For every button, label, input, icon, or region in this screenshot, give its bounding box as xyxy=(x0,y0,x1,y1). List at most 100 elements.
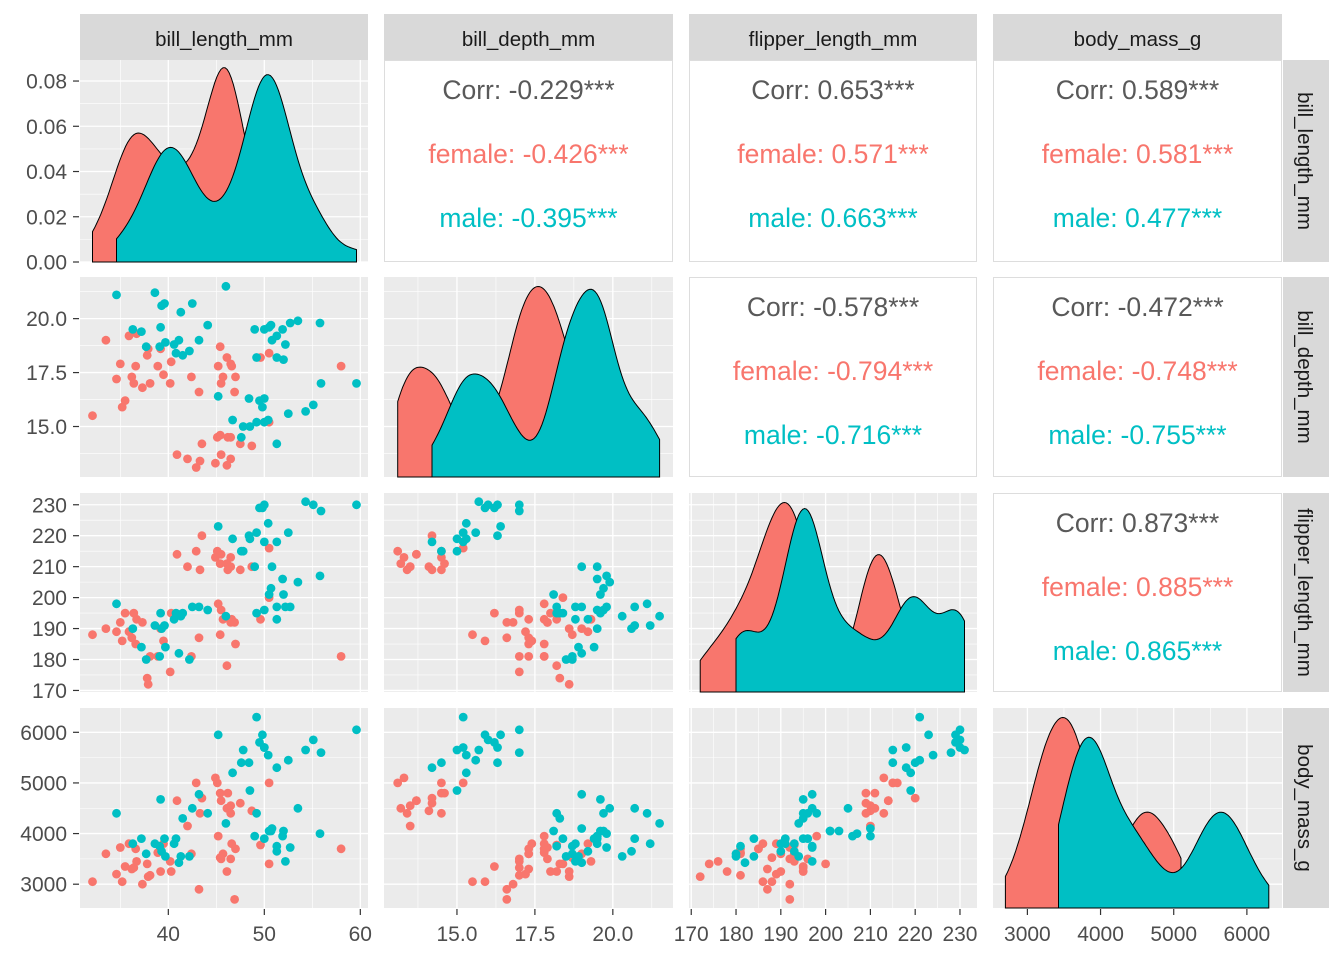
scatter-point-male xyxy=(255,738,264,747)
y-tick-label: 0.08 xyxy=(26,71,67,94)
scatter-point-male xyxy=(906,786,916,795)
scatter-point-male xyxy=(776,846,786,856)
scatter-point-male xyxy=(592,831,602,841)
y-tick-label: 6000 xyxy=(20,722,67,745)
scatter-point-male xyxy=(848,831,857,841)
scatter-point-male xyxy=(558,834,568,843)
scatter-point-female xyxy=(695,872,705,881)
scatter-point-male xyxy=(567,655,577,664)
scatter-point-female xyxy=(183,821,192,831)
scatter-point-female xyxy=(713,857,723,866)
x-tick-label: 220 xyxy=(898,923,933,946)
scatter-point-female xyxy=(165,667,175,677)
scatter-point-female xyxy=(437,788,446,798)
scatter-point-female xyxy=(767,877,777,887)
scatter-point-female xyxy=(191,546,201,556)
scatter-point-male xyxy=(161,338,170,347)
scatter-point-female xyxy=(142,859,152,869)
scatter-point-male xyxy=(161,642,170,652)
scatter-point-male xyxy=(352,725,361,735)
scatter-point-female xyxy=(508,879,518,889)
correlation-panel xyxy=(689,277,977,477)
scatter-point-male xyxy=(267,562,277,572)
scatter-point-male xyxy=(807,789,817,799)
scatter-point-female xyxy=(870,788,880,798)
scatter-point-male xyxy=(178,814,188,823)
scatter-point-male xyxy=(137,327,146,336)
scatter-point-male xyxy=(160,299,169,308)
y-tick-label: 20.0 xyxy=(26,308,67,331)
scatter-point-female xyxy=(145,379,155,388)
correlation-text-female: female: 0.581*** xyxy=(1042,139,1234,169)
scatter-point-female xyxy=(539,614,549,624)
scatter-point-female xyxy=(165,379,175,388)
scatter-point-male xyxy=(483,500,493,510)
scatter-point-male xyxy=(213,730,223,740)
scatter-point-female xyxy=(112,627,121,637)
scatter-point-male xyxy=(496,522,505,531)
scatter-point-female xyxy=(172,549,182,559)
scatter-point-male xyxy=(458,712,468,722)
y-tick-label: 190 xyxy=(32,618,67,641)
scatter-point-female xyxy=(468,877,477,887)
scatter-point-female xyxy=(226,432,236,442)
scatter-point-female xyxy=(216,854,226,864)
scatter-point-male xyxy=(259,605,269,615)
scatter-point-male xyxy=(272,439,282,449)
scatter-point-male xyxy=(740,858,750,868)
scatter-point-male xyxy=(278,325,287,334)
scatter-point-male xyxy=(645,839,655,849)
column-strip xyxy=(689,14,977,60)
scatter-point-male xyxy=(493,758,502,768)
scatter-point-female xyxy=(223,565,233,575)
scatter-point-male xyxy=(258,402,267,412)
scatter-point-male xyxy=(194,335,204,345)
scatter-point-male xyxy=(427,537,437,547)
scatter-point-male xyxy=(272,537,282,547)
scatter-point-female xyxy=(558,859,568,869)
scatter-point-male xyxy=(599,583,608,593)
scatter-point-female xyxy=(402,808,412,818)
scatter-point-male xyxy=(266,826,276,836)
row-strip xyxy=(1283,708,1329,908)
scatter-point-male xyxy=(112,599,121,609)
scatter-point-male xyxy=(185,852,194,861)
scatter-point-female xyxy=(405,562,415,572)
scatter-point-female xyxy=(412,796,421,806)
scatter-point-female xyxy=(222,460,232,470)
column-strip-label: bill_length_mm xyxy=(155,28,293,51)
scatter-point-male xyxy=(798,808,808,818)
y-tick-label: 210 xyxy=(32,556,67,579)
scatter-point-male xyxy=(496,730,505,740)
scatter-point-female xyxy=(215,559,225,568)
scatter-point-female xyxy=(336,844,346,854)
scatter-point-female xyxy=(120,862,130,871)
scatter-point-male xyxy=(514,725,524,735)
scatter-point-female xyxy=(138,383,147,393)
scatter-point-male xyxy=(834,826,844,836)
scatter-point-male xyxy=(293,577,303,587)
scatter-point-female xyxy=(736,870,745,880)
scatter-point-male xyxy=(176,852,186,861)
scatter-point-female xyxy=(231,639,240,649)
correlation-panel xyxy=(993,493,1282,692)
scatter-point-female xyxy=(427,531,437,541)
scatter-point-male xyxy=(171,834,181,843)
scatter-point-female xyxy=(861,808,871,818)
scatter-point-female xyxy=(153,361,163,371)
scatter-point-male xyxy=(592,574,602,584)
y-tick-label: 0.02 xyxy=(26,206,67,229)
scatter-point-female xyxy=(264,543,274,553)
scatter-point-male xyxy=(272,841,282,851)
scatter-point-male xyxy=(178,608,188,618)
column-strip-label: flipper_length_mm xyxy=(749,28,918,51)
scatter-point-male xyxy=(156,608,166,618)
scatter-point-female xyxy=(754,844,763,854)
scatter-point-female xyxy=(437,808,446,818)
scatter-point-male xyxy=(655,611,664,621)
scatter-point-female xyxy=(458,778,468,788)
correlation-panel xyxy=(993,277,1282,477)
scatter-point-male xyxy=(514,500,524,510)
scatter-point-female xyxy=(552,867,562,876)
